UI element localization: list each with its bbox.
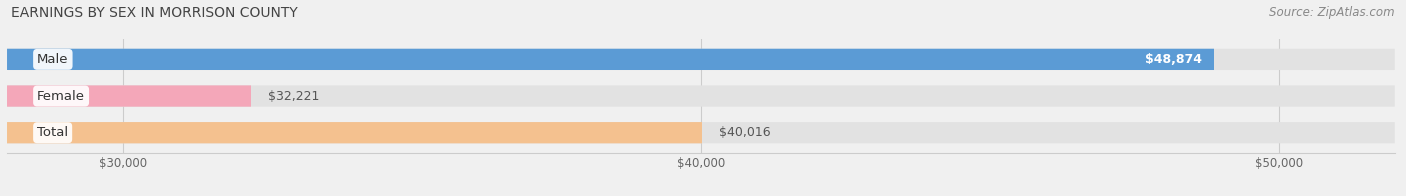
FancyBboxPatch shape <box>7 122 1395 143</box>
Text: Source: ZipAtlas.com: Source: ZipAtlas.com <box>1270 6 1395 19</box>
FancyBboxPatch shape <box>7 122 1395 143</box>
Text: Female: Female <box>37 90 86 103</box>
Text: Male: Male <box>37 53 69 66</box>
Text: Total: Total <box>37 126 69 139</box>
FancyBboxPatch shape <box>7 85 1395 107</box>
Text: $40,016: $40,016 <box>718 126 770 139</box>
FancyBboxPatch shape <box>7 49 1395 70</box>
Text: $48,874: $48,874 <box>1146 53 1202 66</box>
FancyBboxPatch shape <box>7 85 1395 107</box>
FancyBboxPatch shape <box>7 49 1395 70</box>
Text: $32,221: $32,221 <box>269 90 319 103</box>
Text: EARNINGS BY SEX IN MORRISON COUNTY: EARNINGS BY SEX IN MORRISON COUNTY <box>11 6 298 20</box>
